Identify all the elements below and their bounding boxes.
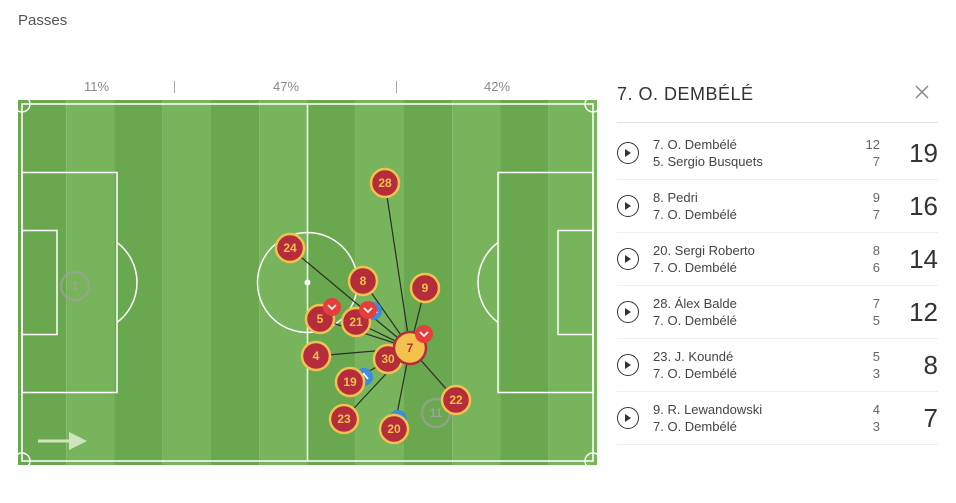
svg-text:24: 24 (283, 241, 297, 255)
close-button[interactable] (906, 79, 938, 110)
combo-player-2: 5. Sergio Busquets (653, 154, 842, 169)
play-icon (624, 255, 632, 263)
combo-count-2: 6 (856, 260, 880, 275)
combo-player-1: 23. J. Koundé (653, 349, 842, 364)
combo-total: 19 (894, 138, 938, 169)
combo-count-1: 12 (856, 137, 880, 152)
player-marker[interactable]: 22 (442, 386, 470, 414)
combo-total: 16 (894, 191, 938, 222)
combo-count-2: 5 (856, 313, 880, 328)
play-button[interactable] (617, 354, 639, 376)
play-button[interactable] (617, 407, 639, 429)
combo-player-2: 7. O. Dembélé (653, 260, 842, 275)
pass-combination-list: 7. O. Dembélé 5. Sergio Busquets 12 7 19… (617, 127, 938, 445)
combo-count-2: 3 (856, 366, 880, 381)
svg-text:11: 11 (430, 406, 443, 420)
svg-text:4: 4 (313, 349, 320, 363)
play-icon (624, 414, 632, 422)
pass-combo-row: 8. Pedri 7. O. Dembélé 9 7 16 (617, 180, 938, 233)
play-icon (624, 202, 632, 210)
combo-count-1: 9 (856, 190, 880, 205)
play-icon (624, 149, 632, 157)
combo-player-1: 20. Sergi Roberto (653, 243, 842, 258)
play-button[interactable] (617, 301, 639, 323)
svg-text:7: 7 (407, 341, 414, 355)
svg-text:28: 28 (378, 176, 392, 190)
player-marker[interactable]: 23 (330, 405, 358, 433)
combo-count-1: 7 (856, 296, 880, 311)
player-marker[interactable]: 9 (411, 274, 439, 302)
svg-text:9: 9 (422, 281, 429, 295)
attack-direction-arrow (36, 431, 96, 451)
combo-count-2: 7 (856, 154, 880, 169)
svg-text:1: 1 (72, 279, 79, 293)
svg-text:19: 19 (343, 375, 357, 389)
selected-player-name: 7. O. DEMBÉLÉ (617, 84, 754, 105)
combo-player-1: 9. R. Lewandowski (653, 402, 842, 417)
player-marker[interactable]: 24 (276, 234, 304, 262)
combo-count-1: 4 (856, 402, 880, 417)
combo-total: 14 (894, 244, 938, 275)
zone-labels: 11%47%42% (18, 79, 597, 94)
pass-combo-row: 20. Sergi Roberto 7. O. Dembélé 8 6 14 (617, 233, 938, 286)
combo-player-2: 7. O. Dembélé (653, 366, 842, 381)
play-button[interactable] (617, 142, 639, 164)
player-marker[interactable]: 4 (302, 342, 330, 370)
combo-player-2: 7. O. Dembélé (653, 419, 842, 434)
svg-text:5: 5 (317, 312, 324, 326)
svg-text:21: 21 (349, 315, 363, 329)
combo-player-1: 8. Pedri (653, 190, 842, 205)
play-button[interactable] (617, 248, 639, 270)
pass-combo-row: 23. J. Koundé 7. O. Dembélé 5 3 8 (617, 339, 938, 392)
combo-count-1: 8 (856, 243, 880, 258)
close-icon (914, 84, 930, 100)
pitch-panel: 11%47%42% 111242889521430192320227 (18, 79, 597, 491)
play-button[interactable] (617, 195, 639, 217)
combo-player-1: 28. Álex Balde (653, 296, 842, 311)
combo-count-1: 5 (856, 349, 880, 364)
svg-text:20: 20 (387, 422, 401, 436)
svg-text:22: 22 (449, 393, 463, 407)
stats-panel: 7. O. DEMBÉLÉ 7. O. Dembélé 5. Sergio Bu… (617, 79, 938, 491)
player-marker[interactable]: 19 (336, 368, 364, 396)
combo-player-2: 7. O. Dembélé (653, 313, 842, 328)
player-marker[interactable]: 20 (380, 415, 408, 443)
combo-count-2: 7 (856, 207, 880, 222)
combo-player-2: 7. O. Dembélé (653, 207, 842, 222)
player-marker[interactable]: 28 (371, 169, 399, 197)
svg-text:8: 8 (360, 274, 367, 288)
svg-text:30: 30 (381, 352, 395, 366)
combo-total: 12 (894, 297, 938, 328)
combo-total: 7 (894, 403, 938, 434)
pass-combo-row: 7. O. Dembélé 5. Sergio Busquets 12 7 19 (617, 127, 938, 180)
svg-text:23: 23 (337, 412, 351, 426)
zone-label: 11% (18, 79, 175, 94)
play-icon (624, 361, 632, 369)
zone-label: 47% (175, 79, 397, 94)
page-title: Passes (18, 12, 938, 29)
combo-total: 8 (894, 350, 938, 381)
combo-count-2: 3 (856, 419, 880, 434)
play-icon (624, 308, 632, 316)
zone-label: 42% (397, 79, 597, 94)
pass-combo-row: 28. Álex Balde 7. O. Dembélé 7 5 12 (617, 286, 938, 339)
pass-combo-row: 9. R. Lewandowski 7. O. Dembélé 4 3 7 (617, 392, 938, 445)
pitch-chart: 111242889521430192320227 (18, 100, 597, 465)
player-marker[interactable]: 8 (349, 267, 377, 295)
combo-player-1: 7. O. Dembélé (653, 137, 842, 152)
